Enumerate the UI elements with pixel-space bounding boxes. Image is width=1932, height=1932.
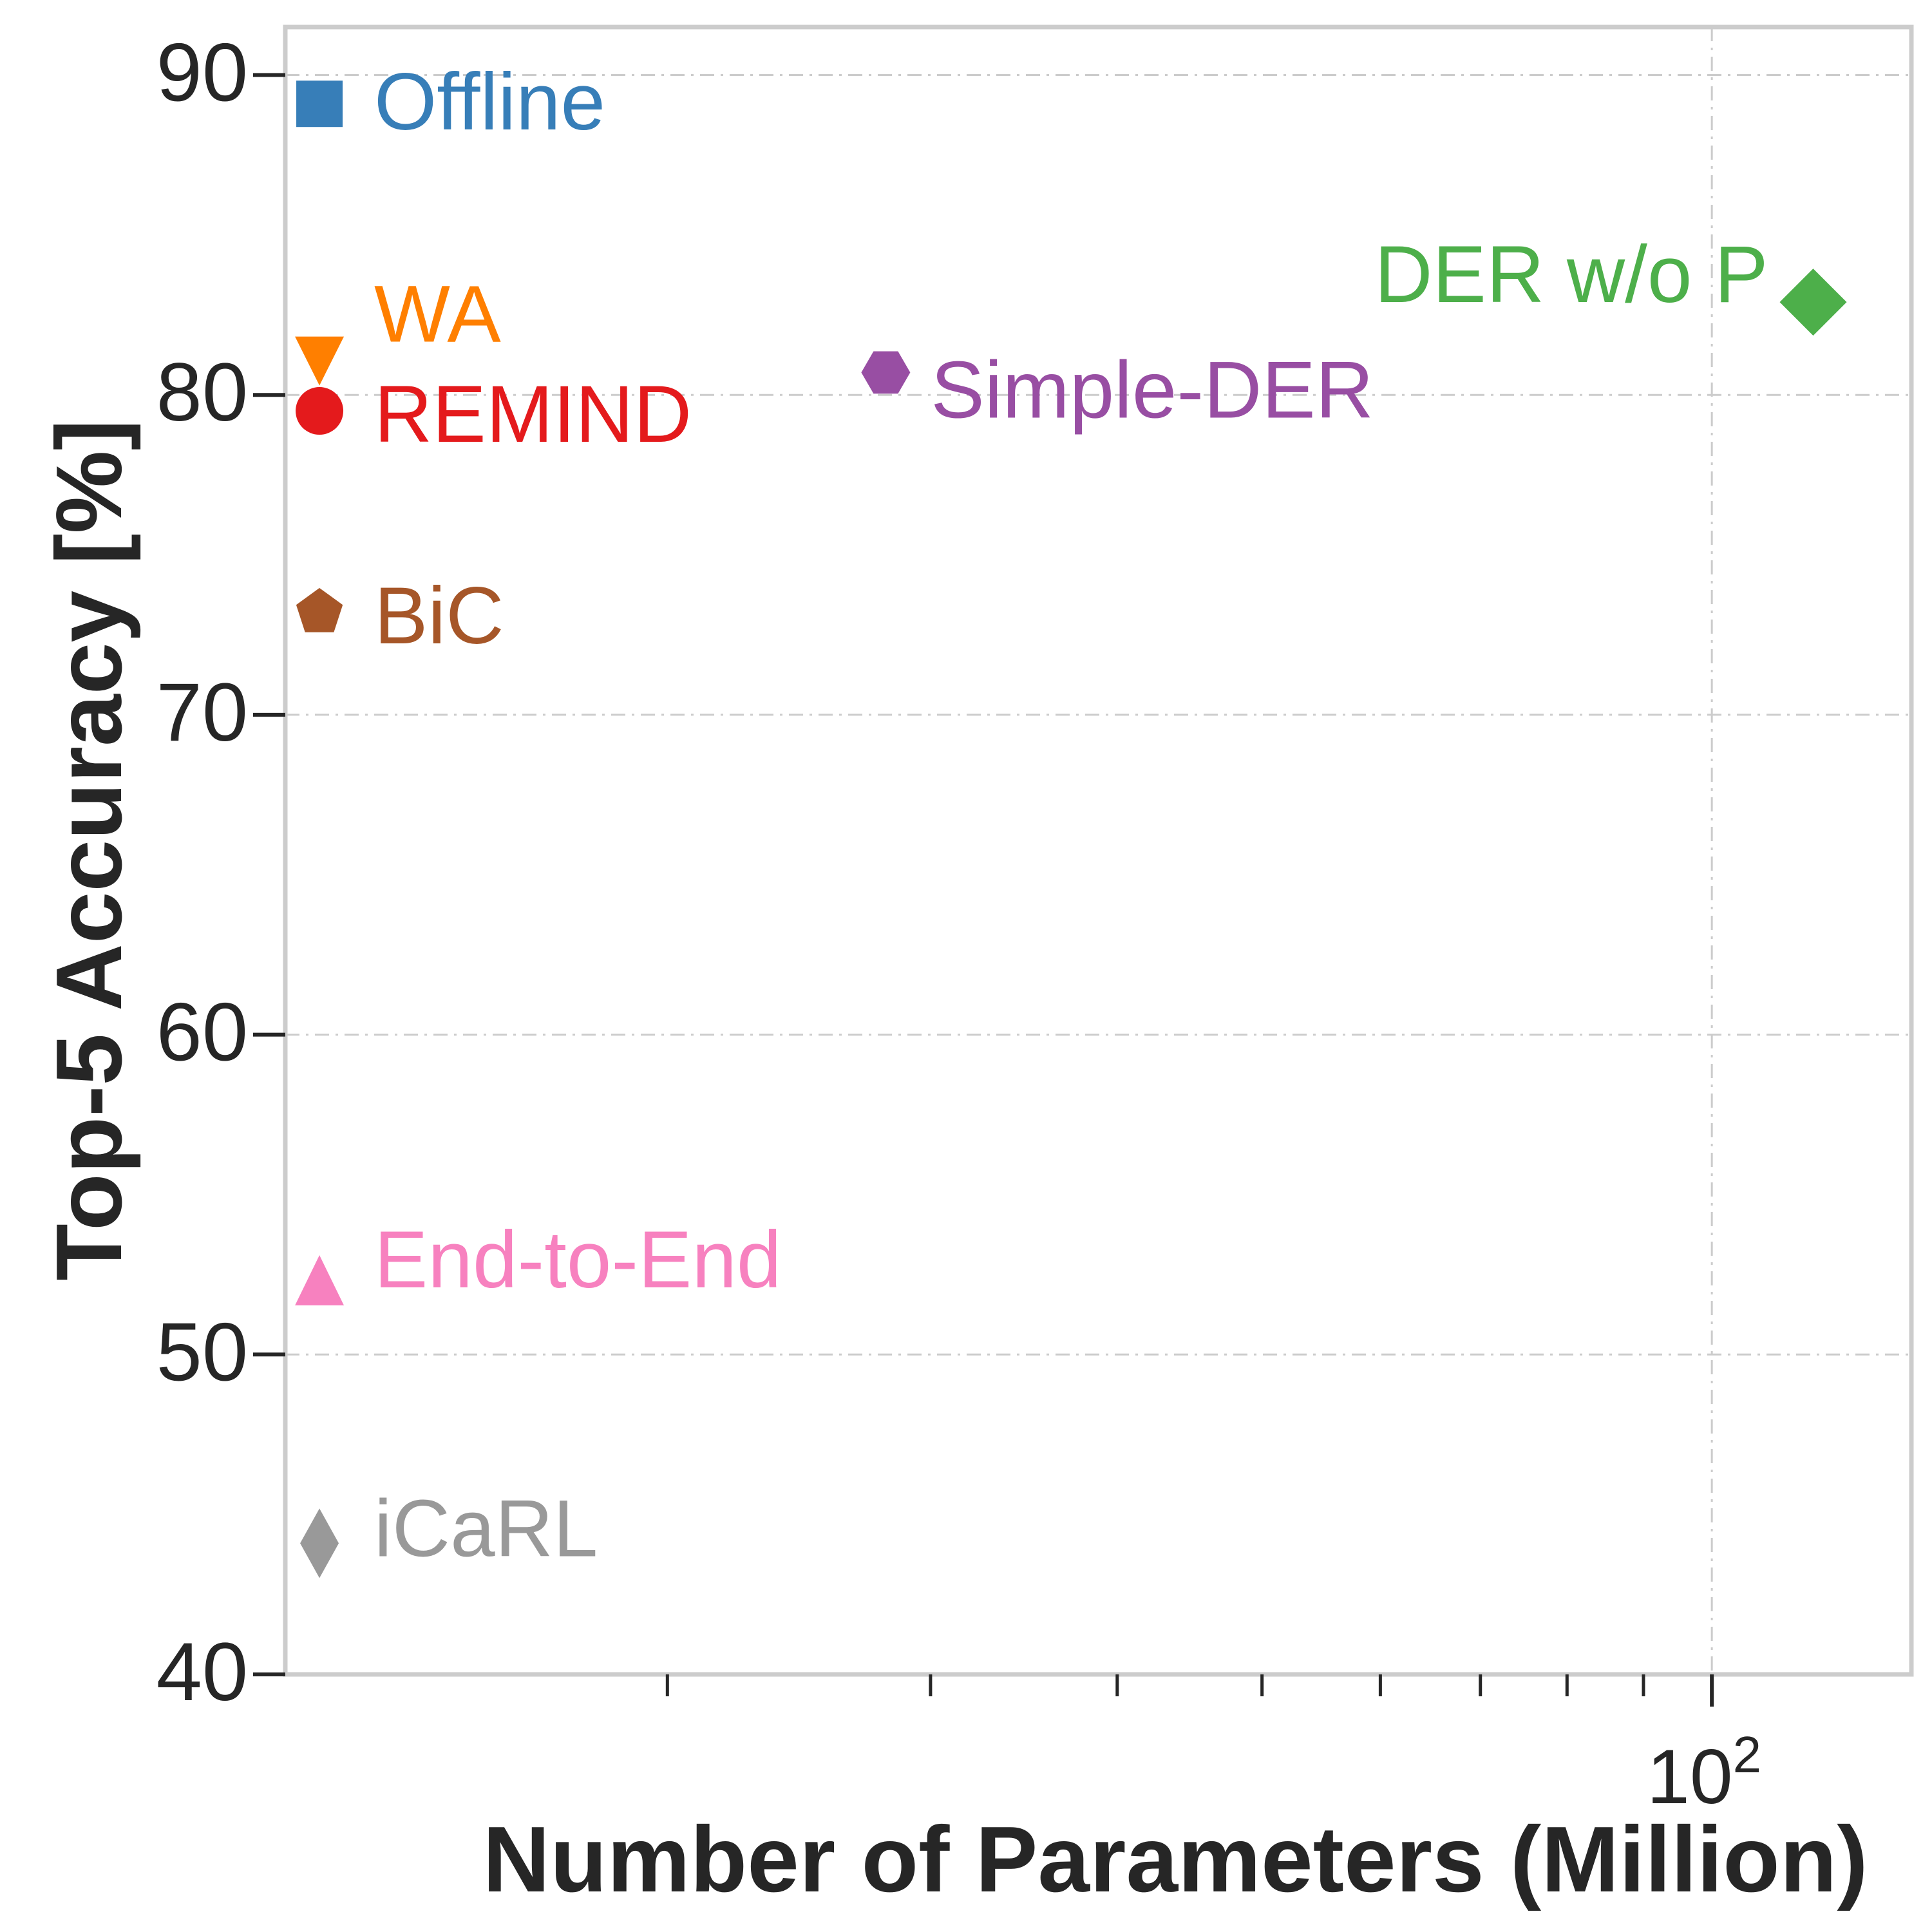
marker-remind [296,387,344,435]
label-remind: REMIND [374,370,692,459]
x-tick-label-base: 10 [1647,1734,1732,1820]
y-tick-label: 40 [156,1626,248,1718]
marker-der-w-o-p [1779,269,1847,336]
marker-end-to-end [295,1255,345,1306]
label-wa: WA [374,270,501,359]
marker-offline [296,80,343,128]
plot-frame [283,24,1914,1677]
label-icarl: iCaRL [374,1484,598,1573]
grid [285,27,1911,1676]
marker-simple-der [861,351,911,394]
label-bic: BiC [374,571,504,661]
y-axis-title: Top-5 Accuracy [%] [37,419,141,1281]
y-tick-label: 90 [156,27,248,119]
y-tick-label: 60 [156,987,248,1079]
label-end-to-end: End-to-End [374,1215,781,1305]
x-tick-label-exponent: 2 [1733,1726,1762,1783]
marker-icarl [300,1508,339,1578]
axis-ticks: 40 50 60 70 80 90 102 [156,27,1762,1820]
marker-bic [296,588,343,632]
y-tick-label: 50 [156,1306,248,1398]
marker-wa [295,336,345,386]
label-offline: Offline [374,57,605,147]
x-axis-title: Number of Parameters (Million) [482,1807,1868,1911]
x-tick-label: 102 [1647,1726,1761,1820]
data-points: Offline WA REMIND BiC End-to-End iCaRL Simple-… [295,57,1847,1578]
y-tick-label: 70 [156,667,248,759]
y-tick-label: 80 [156,346,248,439]
label-der-w-o-p: DER w/o P [1374,230,1768,319]
label-simple-der: Simple-DER [931,345,1374,435]
